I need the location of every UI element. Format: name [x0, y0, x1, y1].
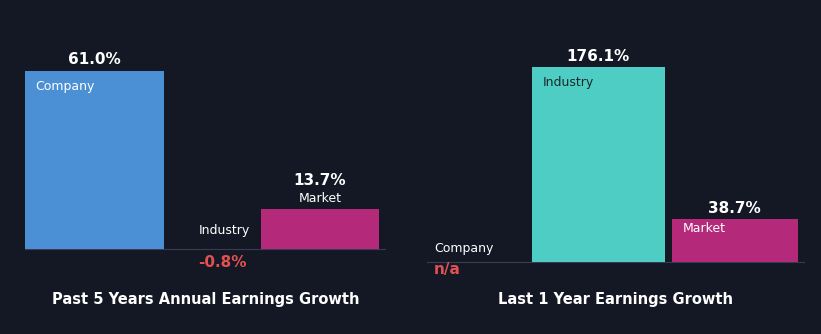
Bar: [261, 209, 379, 249]
Text: 13.7%: 13.7%: [294, 173, 346, 188]
Text: Industry: Industry: [543, 76, 594, 89]
Text: 38.7%: 38.7%: [709, 201, 761, 216]
Text: Company: Company: [434, 242, 493, 255]
Text: Market: Market: [683, 222, 726, 235]
Bar: [672, 219, 797, 262]
Text: -0.8%: -0.8%: [199, 255, 247, 270]
Text: n/a: n/a: [434, 262, 461, 277]
Text: 176.1%: 176.1%: [566, 49, 630, 64]
Bar: [532, 67, 665, 262]
Text: 61.0%: 61.0%: [67, 51, 121, 66]
X-axis label: Last 1 Year Earnings Growth: Last 1 Year Earnings Growth: [498, 292, 733, 307]
Bar: [25, 71, 163, 249]
Text: Industry: Industry: [199, 224, 250, 237]
Text: Market: Market: [298, 191, 342, 204]
Text: Company: Company: [36, 80, 95, 93]
X-axis label: Past 5 Years Annual Earnings Growth: Past 5 Years Annual Earnings Growth: [52, 292, 359, 307]
